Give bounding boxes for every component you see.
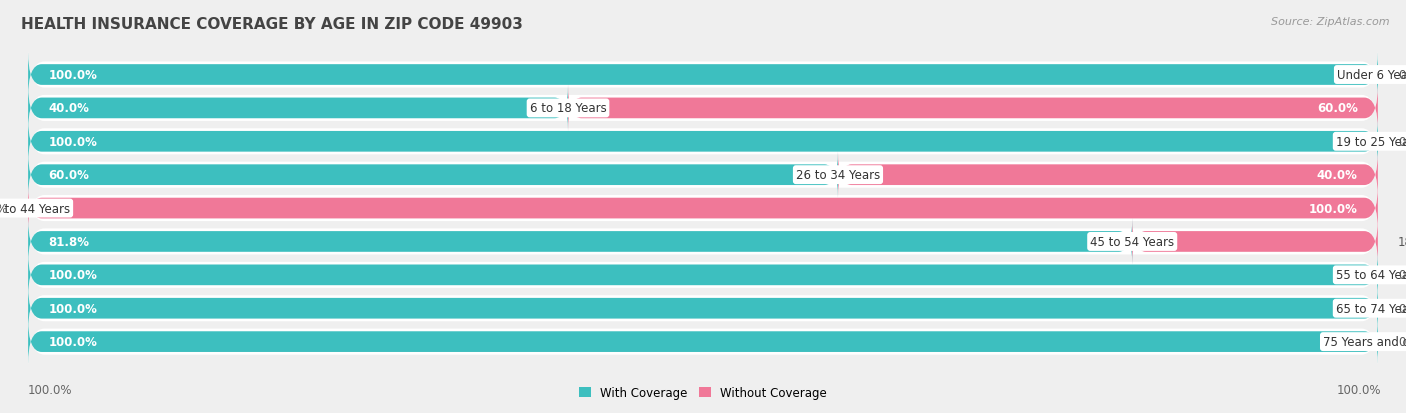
Text: 60.0%: 60.0%	[1317, 102, 1358, 115]
Text: 100.0%: 100.0%	[1336, 384, 1381, 396]
FancyBboxPatch shape	[28, 85, 568, 132]
FancyBboxPatch shape	[28, 219, 1132, 265]
Text: 100.0%: 100.0%	[48, 335, 97, 348]
FancyBboxPatch shape	[838, 152, 1378, 198]
FancyBboxPatch shape	[28, 119, 1378, 165]
FancyBboxPatch shape	[28, 185, 1378, 232]
Text: 0.0%: 0.0%	[1398, 302, 1406, 315]
Text: 100.0%: 100.0%	[48, 135, 97, 148]
FancyBboxPatch shape	[28, 115, 1378, 169]
FancyBboxPatch shape	[28, 315, 1378, 369]
Text: 65 to 74 Years: 65 to 74 Years	[1336, 302, 1406, 315]
Text: 19 to 25 Years: 19 to 25 Years	[1336, 135, 1406, 148]
Text: HEALTH INSURANCE COVERAGE BY AGE IN ZIP CODE 49903: HEALTH INSURANCE COVERAGE BY AGE IN ZIP …	[21, 17, 523, 31]
FancyBboxPatch shape	[28, 248, 1378, 302]
Text: 100.0%: 100.0%	[48, 69, 97, 82]
Text: 60.0%: 60.0%	[48, 169, 89, 182]
FancyBboxPatch shape	[28, 319, 1378, 365]
FancyBboxPatch shape	[28, 252, 1378, 298]
Text: 100.0%: 100.0%	[48, 302, 97, 315]
Text: 6 to 18 Years: 6 to 18 Years	[530, 102, 606, 115]
Text: 40.0%: 40.0%	[1317, 169, 1358, 182]
Text: 0.0%: 0.0%	[1398, 69, 1406, 82]
Text: 45 to 54 Years: 45 to 54 Years	[1090, 235, 1174, 248]
Text: 0.0%: 0.0%	[1398, 269, 1406, 282]
Text: 100.0%: 100.0%	[48, 269, 97, 282]
Legend: With Coverage, Without Coverage: With Coverage, Without Coverage	[574, 382, 832, 404]
Text: 100.0%: 100.0%	[1309, 202, 1358, 215]
FancyBboxPatch shape	[1132, 219, 1378, 265]
Text: Under 6 Years: Under 6 Years	[1337, 69, 1406, 82]
Text: 75 Years and older: 75 Years and older	[1323, 335, 1406, 348]
Text: 40.0%: 40.0%	[48, 102, 89, 115]
Text: 0.0%: 0.0%	[0, 202, 8, 215]
Text: 55 to 64 Years: 55 to 64 Years	[1336, 269, 1406, 282]
Text: 26 to 34 Years: 26 to 34 Years	[796, 169, 880, 182]
Text: 0.0%: 0.0%	[1398, 335, 1406, 348]
Text: 35 to 44 Years: 35 to 44 Years	[0, 202, 70, 215]
Text: 0.0%: 0.0%	[1398, 135, 1406, 148]
FancyBboxPatch shape	[28, 282, 1378, 335]
FancyBboxPatch shape	[28, 182, 1378, 235]
FancyBboxPatch shape	[28, 52, 1378, 98]
FancyBboxPatch shape	[28, 48, 1378, 102]
FancyBboxPatch shape	[28, 152, 838, 198]
Text: Source: ZipAtlas.com: Source: ZipAtlas.com	[1271, 17, 1389, 26]
FancyBboxPatch shape	[28, 215, 1378, 269]
FancyBboxPatch shape	[28, 82, 1378, 135]
Text: 18.2%: 18.2%	[1398, 235, 1406, 248]
Text: 100.0%: 100.0%	[28, 384, 73, 396]
FancyBboxPatch shape	[28, 148, 1378, 202]
Text: 81.8%: 81.8%	[48, 235, 90, 248]
FancyBboxPatch shape	[568, 85, 1378, 132]
FancyBboxPatch shape	[28, 285, 1378, 332]
